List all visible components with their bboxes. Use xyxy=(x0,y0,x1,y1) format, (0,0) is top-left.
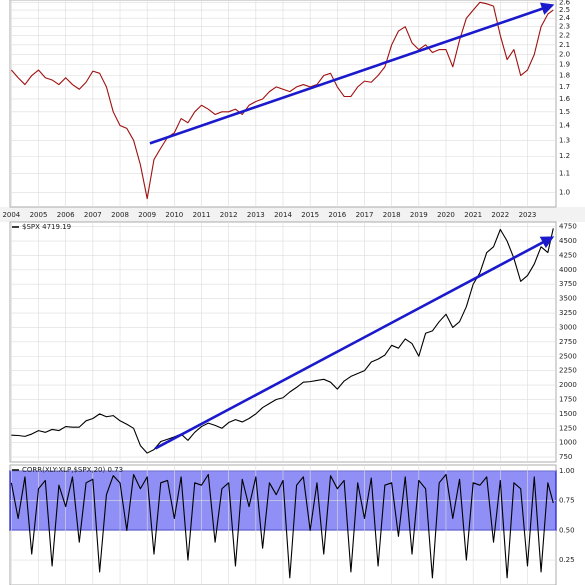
series-line xyxy=(11,228,554,454)
y-tick-label: 2500 xyxy=(559,352,577,360)
y-tick-label: 1250 xyxy=(559,424,577,432)
series-line xyxy=(10,473,554,579)
legend-label: CORR(XLY:XLP,$SPX,20) 0.73 xyxy=(22,466,123,474)
y-tick-label: 2750 xyxy=(559,338,577,346)
date-strip xyxy=(0,207,585,222)
y-tick-label: 2.2 xyxy=(559,32,570,40)
y-tick-label: 2.5 xyxy=(559,6,570,14)
y-tick-label: 4000 xyxy=(559,266,577,274)
y-tick-label: 2250 xyxy=(559,367,577,375)
y-tick-label: 1.7 xyxy=(559,83,570,91)
y-tick-label: 750 xyxy=(559,453,572,461)
x-tick-label: 2018 xyxy=(383,211,401,219)
y-tick-label: 0.50 xyxy=(559,526,575,534)
y-tick-label: 1.9 xyxy=(559,61,570,69)
x-tick-label: 2005 xyxy=(30,211,48,219)
x-tick-label: 2011 xyxy=(193,211,211,219)
x-tick-label: 2014 xyxy=(274,211,292,219)
y-tick-label: 1.00 xyxy=(559,467,575,475)
y-tick-label: 1.4 xyxy=(559,122,571,130)
y-tick-label: 1750 xyxy=(559,395,577,403)
y-tick-label: 1.5 xyxy=(559,108,570,116)
y-tick-label: 1.0 xyxy=(559,189,570,197)
trend-line xyxy=(154,236,555,450)
y-tick-label: 1.6 xyxy=(559,95,571,103)
y-tick-label: 2.0 xyxy=(559,51,570,59)
y-tick-label: 2.6 xyxy=(559,0,571,6)
y-tick-label: 1000 xyxy=(559,439,577,447)
y-tick-label: 0.25 xyxy=(559,556,575,564)
series-line xyxy=(10,1,554,200)
x-tick-label: 2023 xyxy=(519,211,537,219)
y-tick-label: 2.3 xyxy=(559,23,570,31)
x-tick-label: 2009 xyxy=(138,211,156,219)
y-tick-label: 4250 xyxy=(559,251,577,259)
x-tick-label: 2015 xyxy=(301,211,319,219)
x-tick-label: 2019 xyxy=(410,211,428,219)
y-tick-label: 1.8 xyxy=(559,72,570,80)
x-tick-label: 2008 xyxy=(111,211,129,219)
x-tick-label: 2010 xyxy=(165,211,183,219)
y-tick-label: 4500 xyxy=(559,237,577,245)
y-tick-label: 1500 xyxy=(559,410,577,418)
trend-line xyxy=(149,2,555,145)
x-tick-label: 2021 xyxy=(464,211,482,219)
y-tick-label: 1.1 xyxy=(559,170,570,178)
y-tick-label: 2000 xyxy=(559,381,577,389)
x-tick-label: 2013 xyxy=(247,211,265,219)
y-tick-label: 3750 xyxy=(559,280,577,288)
x-tick-label: 2022 xyxy=(491,211,509,219)
x-tick-label: 2020 xyxy=(437,211,455,219)
y-tick-label: 2.4 xyxy=(559,14,571,22)
x-tick-label: 2007 xyxy=(84,211,102,219)
y-tick-label: 0.75 xyxy=(559,497,575,505)
x-tick-label: 2012 xyxy=(220,211,238,219)
x-tick-label: 2004 xyxy=(2,211,20,219)
y-tick-label: 4750 xyxy=(559,223,577,231)
y-tick-label: 1.2 xyxy=(559,152,570,160)
y-tick-label: 3000 xyxy=(559,323,577,331)
y-tick-label: 1.3 xyxy=(559,136,570,144)
legend-label: $SPX 4719.19 xyxy=(22,223,71,231)
y-tick-label: 2.1 xyxy=(559,41,570,49)
x-tick-label: 2016 xyxy=(328,211,346,219)
x-tick-label: 2017 xyxy=(356,211,374,219)
y-tick-label: 3250 xyxy=(559,309,577,317)
y-tick-label: 3500 xyxy=(559,295,577,303)
x-tick-label: 2006 xyxy=(57,211,75,219)
